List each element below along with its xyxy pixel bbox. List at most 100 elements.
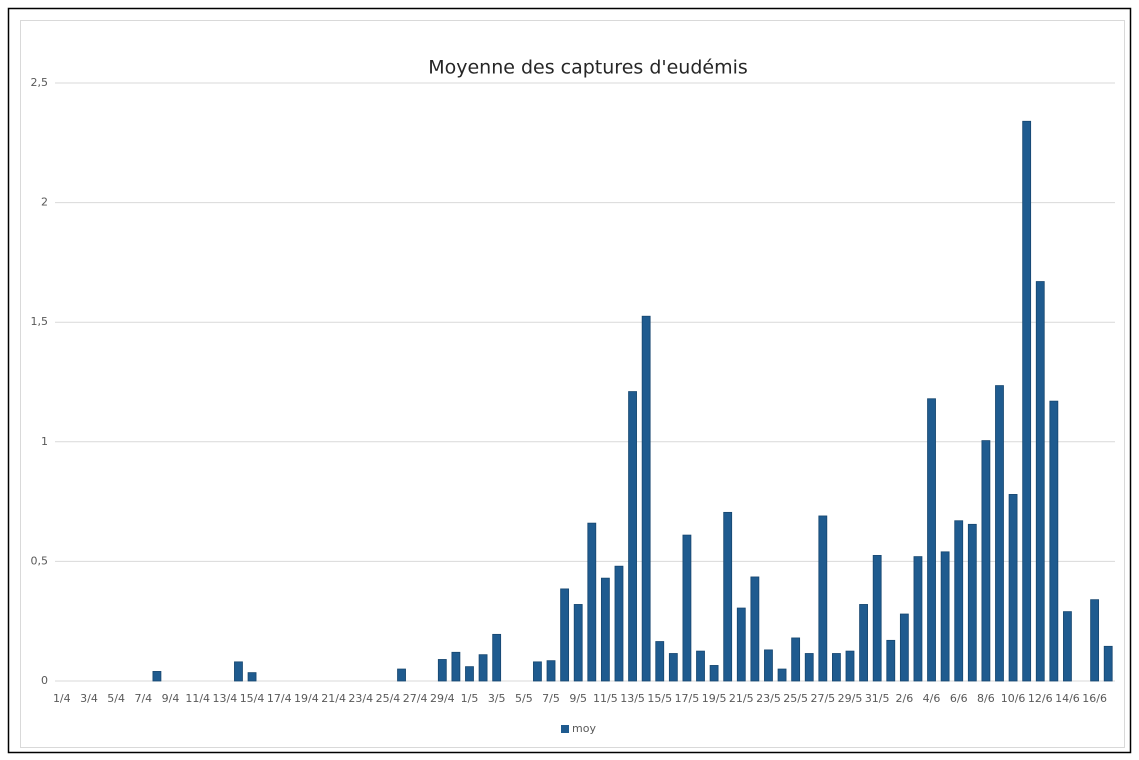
bar <box>234 661 243 682</box>
x-tick-label: 23/4 <box>348 692 373 705</box>
x-tick-label: 23/5 <box>756 692 781 705</box>
bar <box>437 659 447 682</box>
x-tick-label: 21/4 <box>321 692 346 705</box>
bar <box>587 522 597 682</box>
bar <box>940 551 950 682</box>
bar <box>872 555 882 682</box>
x-tick-label: 29/5 <box>838 692 863 705</box>
bar <box>600 577 610 682</box>
x-tick-label: 6/6 <box>950 692 968 705</box>
x-tick-label: 13/5 <box>620 692 645 705</box>
bar <box>1049 400 1059 682</box>
bar <box>981 440 991 682</box>
bar <box>886 639 896 682</box>
x-tick-label: 14/6 <box>1055 692 1080 705</box>
x-tick-label: 5/4 <box>107 692 125 705</box>
bar <box>560 588 570 682</box>
x-tick-label: 16/6 <box>1082 692 1107 705</box>
x-tick-label: 8/6 <box>977 692 995 705</box>
bar <box>451 651 461 682</box>
bar <box>247 672 257 682</box>
bar <box>723 511 733 682</box>
x-tick-label: 19/5 <box>702 692 727 705</box>
x-tick-label: 17/4 <box>267 692 292 705</box>
x-tick-label: 3/5 <box>488 692 506 705</box>
x-tick-label: 27/4 <box>403 692 428 705</box>
x-tick-label: 31/5 <box>865 692 890 705</box>
y-tick-label: 0,5 <box>31 554 49 567</box>
y-tick-label: 1,5 <box>31 315 49 328</box>
bar <box>1103 645 1113 682</box>
bar <box>152 671 162 682</box>
bar <box>478 654 488 682</box>
x-tick-label: 9/4 <box>162 692 180 705</box>
y-tick-label: 1 <box>41 435 48 448</box>
bar <box>818 515 828 682</box>
x-tick-label: 7/5 <box>542 692 560 705</box>
bar <box>750 576 760 682</box>
bar <box>1008 494 1018 682</box>
bar <box>614 565 624 682</box>
x-tick-label: 1/4 <box>53 692 71 705</box>
bar <box>465 666 474 682</box>
legend-swatch <box>561 725 569 733</box>
bar <box>832 653 841 682</box>
chart-area <box>20 20 1125 748</box>
bar <box>927 398 936 682</box>
x-tick-label: 21/5 <box>729 692 754 705</box>
bar <box>859 604 868 682</box>
y-tick-label: 0 <box>41 674 48 687</box>
bar <box>995 385 1004 682</box>
x-tick-label: 10/6 <box>1001 692 1026 705</box>
x-tick-label: 27/5 <box>810 692 835 705</box>
bar <box>899 613 909 682</box>
bar <box>492 633 502 682</box>
x-tick-label: 9/5 <box>569 692 587 705</box>
x-tick-label: 13/4 <box>213 692 238 705</box>
bar <box>764 649 773 682</box>
x-tick-label: 3/4 <box>80 692 98 705</box>
bar <box>573 604 583 682</box>
x-tick-label: 11/4 <box>185 692 210 705</box>
x-tick-label: 15/5 <box>647 692 672 705</box>
bar <box>546 660 556 682</box>
y-tick-label: 2,5 <box>31 76 49 89</box>
bar <box>736 607 746 682</box>
bar <box>655 641 665 682</box>
bar <box>845 650 855 682</box>
y-tick-label: 2 <box>41 196 48 209</box>
x-tick-label: 15/4 <box>240 692 265 705</box>
chart-title: Moyenne des captures d'eudémis <box>428 57 748 79</box>
x-tick-label: 12/6 <box>1028 692 1053 705</box>
bar <box>1022 120 1032 682</box>
x-tick-label: 2/6 <box>896 692 914 705</box>
bar <box>967 523 977 682</box>
bar <box>804 653 814 682</box>
bar <box>1063 611 1072 682</box>
x-tick-label: 19/4 <box>294 692 319 705</box>
bar <box>641 315 651 682</box>
bar <box>954 520 964 682</box>
x-tick-label: 4/6 <box>923 692 941 705</box>
x-tick-label: 5/5 <box>515 692 533 705</box>
legend-label: moy <box>572 722 596 735</box>
bar <box>777 668 787 682</box>
bar <box>682 534 692 682</box>
x-tick-label: 25/4 <box>376 692 401 705</box>
bar <box>533 661 542 682</box>
bar <box>913 556 923 682</box>
bar <box>668 653 678 682</box>
x-tick-label: 29/4 <box>430 692 455 705</box>
bar <box>397 668 406 682</box>
bar <box>791 637 801 682</box>
x-tick-label: 25/5 <box>783 692 808 705</box>
x-tick-label: 1/5 <box>461 692 479 705</box>
x-tick-label: 11/5 <box>593 692 618 705</box>
x-tick-label: 17/5 <box>675 692 700 705</box>
bar <box>696 650 705 682</box>
x-tick-label: 7/4 <box>134 692 152 705</box>
bar <box>1035 281 1045 682</box>
bar <box>628 391 637 682</box>
bar <box>1090 599 1100 682</box>
